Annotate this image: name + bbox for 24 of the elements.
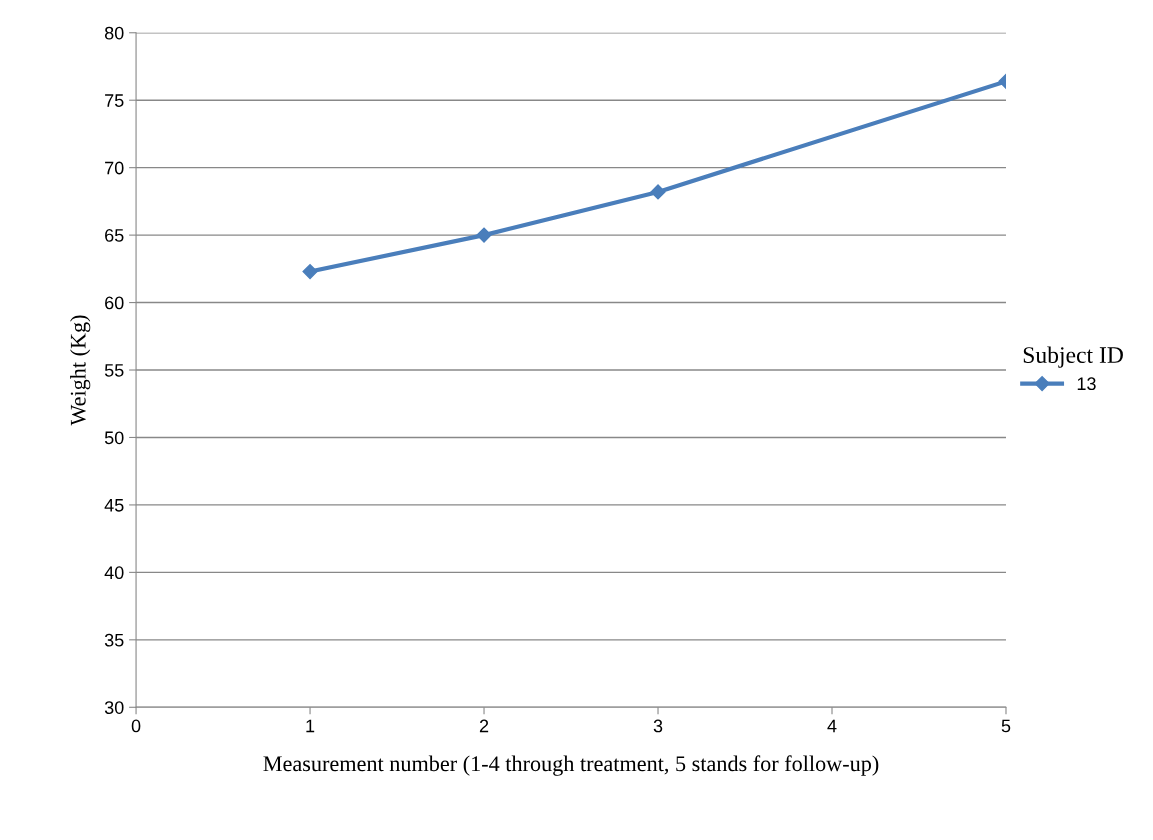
legend-title: Subject ID	[1023, 346, 1123, 368]
y-tick-label: 40	[104, 566, 124, 580]
y-tick-label: 55	[104, 364, 124, 377]
y-tick-label: 80	[104, 26, 124, 40]
point	[650, 184, 666, 200]
x-tick-label: 4	[827, 719, 837, 733]
point	[302, 263, 318, 280]
y-tick-label: 45	[104, 499, 124, 512]
x-tick-label: 5	[1001, 719, 1011, 733]
x-tick-label: 2	[479, 719, 489, 733]
x-tick-label: 0	[131, 719, 141, 733]
x-axis-title: Measurement number (1-4 through treatment, 5 stands for follow-up)	[263, 755, 879, 776]
y-tick-label: 65	[105, 229, 124, 242]
y-tick-label: 70	[105, 161, 124, 175]
y-tick-label: 35	[104, 633, 124, 647]
y-tick-label: 60	[105, 296, 124, 310]
y-tick-label: 50	[104, 431, 124, 445]
point	[476, 227, 492, 243]
y-tick-label: 30	[104, 701, 124, 714]
y-axis-title: Weight (Kg)	[70, 315, 91, 426]
y-tick-label: 75	[105, 94, 124, 107]
x-tick-label: 3	[653, 719, 663, 733]
x-tick-label: 1	[306, 719, 315, 733]
legend-label: 13	[1077, 377, 1096, 391]
